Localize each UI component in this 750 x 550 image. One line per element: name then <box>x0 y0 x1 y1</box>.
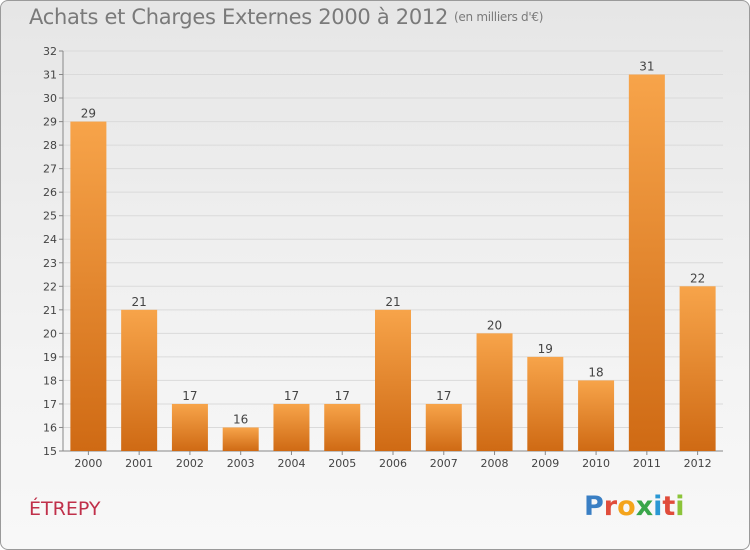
y-tick-label: 27 <box>43 163 57 176</box>
y-tick-label: 28 <box>43 139 57 152</box>
y-tick-label: 25 <box>43 210 57 223</box>
bar <box>679 286 716 451</box>
bar <box>70 121 107 452</box>
value-labels: 29 21 17 16 17 17 21 17 20 19 18 31 22 <box>81 60 706 427</box>
y-tick-label: 30 <box>43 92 57 105</box>
y-tick-label: 23 <box>43 257 57 270</box>
bar <box>628 74 665 451</box>
bar-value-label: 21 <box>132 295 147 309</box>
x-tick-label: 2001 <box>125 457 153 470</box>
commune-name: ÉTREPY <box>29 498 101 520</box>
y-tick-label: 21 <box>43 304 57 317</box>
bar <box>121 309 158 451</box>
x-tick-label: 2004 <box>277 457 305 470</box>
bar-value-label: 20 <box>487 318 502 332</box>
y-tick-label: 18 <box>43 374 57 387</box>
bar-value-label: 17 <box>436 389 451 403</box>
logo-letter: i <box>675 491 685 522</box>
chart-subtitle: (en milliers d'€) <box>454 10 544 24</box>
bar <box>425 403 462 451</box>
y-tick-label: 20 <box>43 327 57 340</box>
bar-value-label: 29 <box>81 107 96 121</box>
y-tick-label: 29 <box>43 116 57 129</box>
chart-title-text: Achats et Charges Externes 2000 à 2012 <box>29 5 449 29</box>
y-tick-label: 17 <box>43 398 57 411</box>
bar <box>171 403 208 451</box>
bar-value-label: 17 <box>182 389 197 403</box>
bar <box>222 427 259 451</box>
bar <box>375 309 411 451</box>
x-tick-label: 2008 <box>481 457 509 470</box>
logo-letter: r <box>603 491 618 522</box>
bar <box>476 333 513 451</box>
bar-value-label: 19 <box>538 342 553 356</box>
bar-value-label: 22 <box>690 271 705 285</box>
bar-value-label: 31 <box>639 60 654 74</box>
x-tick-label: 2000 <box>74 457 102 470</box>
x-tick-label: 2012 <box>684 457 712 470</box>
y-tick-label: 22 <box>43 280 57 293</box>
bar-value-label: 16 <box>233 412 248 426</box>
logo-letter: x <box>635 491 654 522</box>
bars <box>70 74 716 452</box>
logo-letter: t <box>662 491 676 522</box>
x-tick-label: 2007 <box>430 457 458 470</box>
bar <box>578 380 615 451</box>
y-tick-label: 31 <box>43 69 57 82</box>
x-tick-label: 2010 <box>582 457 610 470</box>
x-tick-label: 2009 <box>531 457 559 470</box>
bar <box>273 403 310 451</box>
y-tick-label: 16 <box>43 421 57 434</box>
x-tick-label: 2003 <box>227 457 255 470</box>
bar-value-label: 17 <box>335 389 350 403</box>
logo-letter: i <box>653 491 663 522</box>
x-tick-label: 2006 <box>379 457 407 470</box>
chart-title: Achats et Charges Externes 2000 à 2012 (e… <box>29 5 543 29</box>
y-tick-label: 15 <box>43 445 57 458</box>
logo-letter: o <box>617 491 636 522</box>
bar-value-label: 21 <box>385 295 400 309</box>
x-tick-label: 2005 <box>328 457 356 470</box>
y-tick-label: 19 <box>43 351 57 364</box>
bar <box>527 356 564 451</box>
logo-letter: P <box>584 491 604 522</box>
bar <box>324 403 361 451</box>
bar-value-label: 17 <box>284 389 299 403</box>
x-tick-label: 2002 <box>176 457 204 470</box>
y-tick-label: 32 <box>43 45 57 58</box>
proxiti-logo: Proxiti <box>584 491 685 522</box>
bar-value-label: 18 <box>588 365 603 379</box>
y-tick-label: 24 <box>43 233 57 246</box>
y-tick-label: 26 <box>43 186 57 199</box>
x-tick-label: 2011 <box>633 457 661 470</box>
